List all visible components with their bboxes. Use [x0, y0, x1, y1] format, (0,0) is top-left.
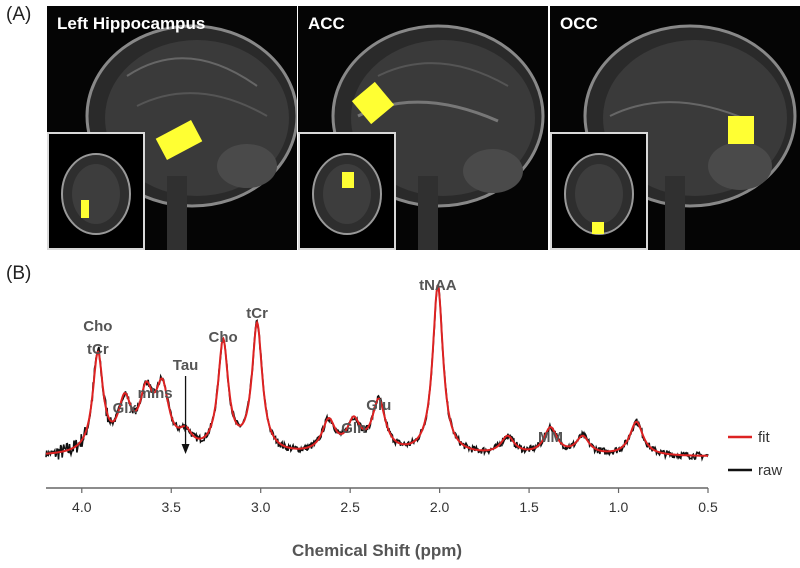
peak-label: tNAA — [419, 277, 457, 294]
peak-label: Glu — [366, 397, 391, 414]
peak-label: Gln — [341, 420, 366, 437]
x-tick-label: 1.5 — [519, 499, 539, 515]
legend-label-raw: raw — [758, 462, 782, 479]
mri-title-occ: OCC — [560, 14, 598, 33]
x-tick-label: 4.0 — [72, 499, 92, 515]
axial-inset — [550, 132, 648, 250]
x-tick-label: 3.5 — [162, 499, 182, 515]
peak-label: Tau — [173, 357, 199, 374]
mri-title-hippocampus: Left Hippocampus — [57, 14, 206, 33]
series-fit-line — [45, 283, 708, 457]
axial-inset — [47, 132, 145, 250]
mrs-spectrum-chart: 4.0 3.5 3.0 2.5 2.0 1.5 1.0 0.5 Chemical Shift (… — [45, 277, 782, 560]
axial-inset — [298, 132, 396, 250]
x-tick-label: 2.5 — [340, 499, 360, 515]
roi-marker-axial — [81, 200, 89, 218]
peak-label: tCr — [246, 305, 268, 322]
peak-label: Cho — [209, 329, 238, 346]
x-axis-title: Chemical Shift (ppm) — [292, 541, 462, 560]
mri-panel-hippocampus: Left Hippocampus — [47, 6, 297, 250]
panel-a-label: (A) — [6, 4, 32, 25]
mri-panel-acc: ACC — [298, 6, 548, 250]
mri-panel-occ: OCC — [550, 6, 800, 250]
peak-label: tCr — [87, 341, 109, 358]
roi-marker-axial — [342, 172, 354, 188]
peak-label: mIns — [138, 385, 173, 402]
peak-label: MM — [538, 429, 563, 446]
series-raw-line — [45, 283, 709, 462]
tau-arrow-head — [181, 444, 190, 454]
peak-label: Glx — [113, 400, 138, 417]
panel-b-label: (B) — [6, 263, 32, 284]
legend-label-fit: fit — [758, 429, 771, 446]
x-tick-label: 0.5 — [698, 499, 718, 515]
x-tick-label: 1.0 — [609, 499, 629, 515]
x-tick-label: 3.0 — [251, 499, 271, 515]
peak-label: Cho — [83, 318, 112, 335]
mri-title-acc: ACC — [308, 14, 345, 33]
roi-marker-axial — [592, 222, 604, 234]
x-tick-label: 2.0 — [430, 499, 450, 515]
roi-marker-sagittal — [728, 116, 754, 144]
